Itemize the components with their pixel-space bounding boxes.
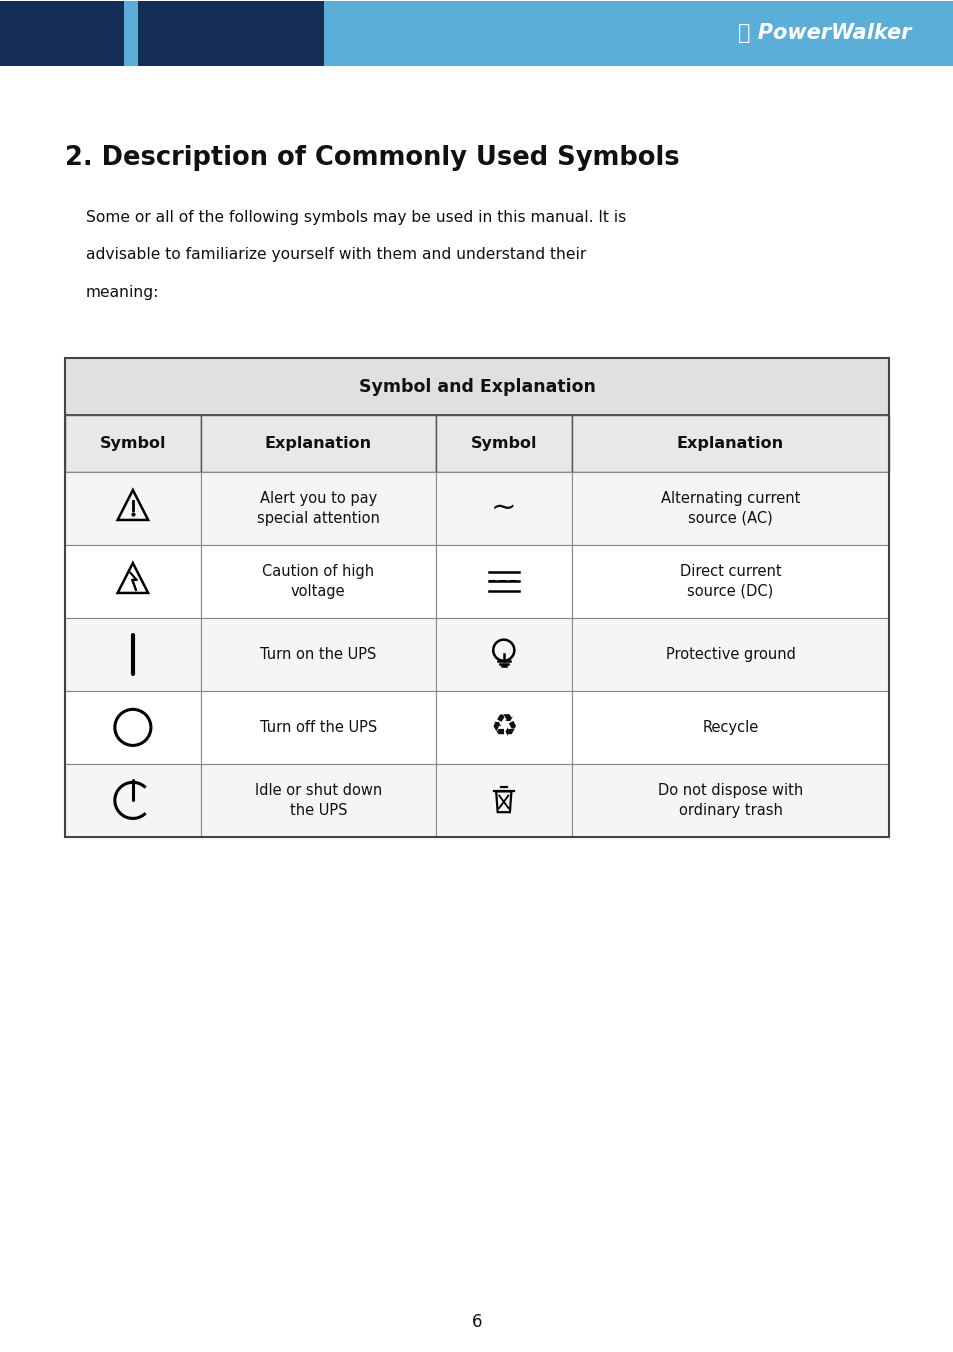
Bar bbox=[571, 472, 888, 545]
Text: Alert you to pay
special attention: Alert you to pay special attention bbox=[256, 491, 379, 526]
Bar bbox=[0, 0, 124, 66]
Bar bbox=[436, 691, 571, 764]
Bar bbox=[65, 764, 201, 837]
Bar bbox=[65, 472, 201, 545]
Bar bbox=[201, 545, 436, 618]
Text: Symbol and Explanation: Symbol and Explanation bbox=[358, 377, 595, 396]
Bar bbox=[571, 545, 888, 618]
Bar bbox=[138, 0, 324, 66]
Text: ~: ~ bbox=[491, 493, 516, 523]
Bar bbox=[65, 618, 201, 691]
Bar bbox=[571, 764, 888, 837]
Text: Turn off the UPS: Turn off the UPS bbox=[259, 719, 376, 735]
Text: Symbol: Symbol bbox=[99, 435, 166, 452]
Bar bbox=[571, 691, 888, 764]
Bar bbox=[201, 618, 436, 691]
Bar bbox=[201, 472, 436, 545]
Text: Do not dispose with
ordinary trash: Do not dispose with ordinary trash bbox=[658, 783, 802, 818]
Text: advisable to familiarize yourself with them and understand their: advisable to familiarize yourself with t… bbox=[86, 247, 585, 262]
Bar bbox=[436, 764, 571, 837]
Text: ♻: ♻ bbox=[490, 713, 517, 742]
Text: Idle or shut down
the UPS: Idle or shut down the UPS bbox=[254, 783, 381, 818]
Text: Alternating current
source (AC): Alternating current source (AC) bbox=[660, 491, 800, 526]
Bar bbox=[0, 0, 953, 66]
Text: Caution of high
voltage: Caution of high voltage bbox=[262, 564, 374, 599]
Bar bbox=[201, 691, 436, 764]
Bar bbox=[436, 618, 571, 691]
Text: 2. Description of Commonly Used Symbols: 2. Description of Commonly Used Symbols bbox=[65, 145, 679, 170]
Bar bbox=[65, 358, 888, 415]
Bar bbox=[436, 415, 571, 472]
Text: Protective ground: Protective ground bbox=[665, 646, 795, 662]
Text: Direct current
source (DC): Direct current source (DC) bbox=[679, 564, 781, 599]
Text: Some or all of the following symbols may be used in this manual. It is: Some or all of the following symbols may… bbox=[86, 210, 625, 224]
Bar bbox=[65, 545, 201, 618]
Bar bbox=[65, 415, 201, 472]
Text: Explanation: Explanation bbox=[265, 435, 372, 452]
Text: Ⓟ PowerWalker: Ⓟ PowerWalker bbox=[737, 23, 910, 43]
Bar bbox=[201, 764, 436, 837]
Bar bbox=[201, 415, 436, 472]
Text: 6: 6 bbox=[471, 1313, 482, 1332]
Bar bbox=[436, 545, 571, 618]
Bar bbox=[65, 358, 888, 837]
Bar bbox=[571, 415, 888, 472]
Bar bbox=[571, 618, 888, 691]
Text: Symbol: Symbol bbox=[470, 435, 537, 452]
Text: Recycle: Recycle bbox=[701, 719, 758, 735]
Text: Turn on the UPS: Turn on the UPS bbox=[260, 646, 376, 662]
Bar bbox=[436, 472, 571, 545]
Text: Explanation: Explanation bbox=[677, 435, 783, 452]
Bar bbox=[65, 691, 201, 764]
Text: meaning:: meaning: bbox=[86, 285, 159, 300]
